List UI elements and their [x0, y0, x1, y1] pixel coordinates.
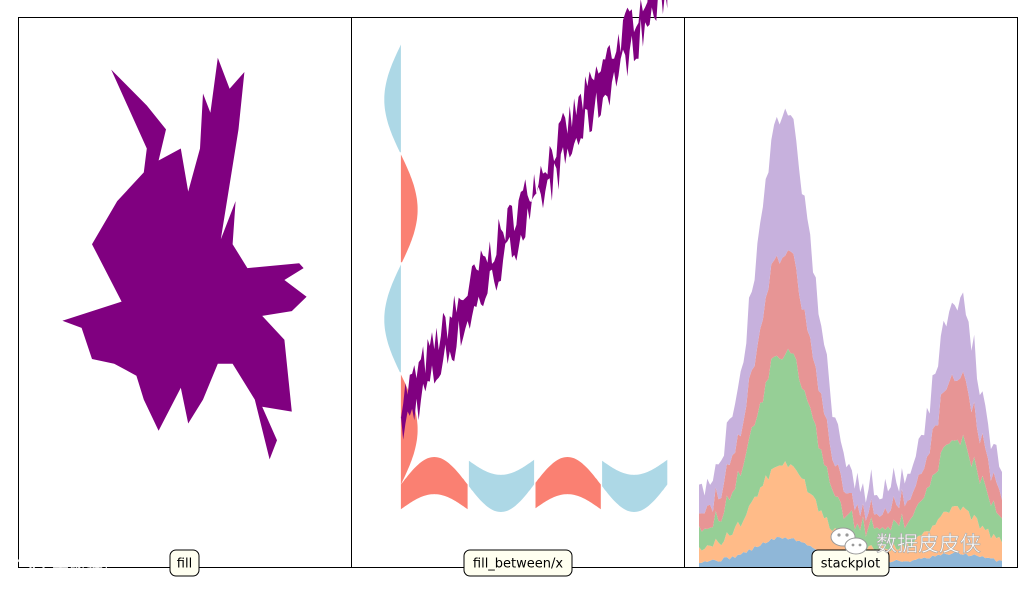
fill-betweenx-lobe: [384, 264, 401, 373]
watermark-left-logo-icon-inner: [29, 557, 45, 573]
fill-plot: [62, 57, 307, 460]
fill-between-plot: [384, 0, 668, 512]
watermark-right-text: 数据皮皮侠: [876, 532, 981, 556]
stack-layer-3: [699, 348, 1002, 552]
wechat-icon: [830, 527, 868, 555]
fill-between-lobe: [468, 459, 535, 512]
label-fill: fill: [169, 549, 200, 577]
stack-layer-5: [699, 108, 1002, 521]
watermark-left-text: 大数跨境: [52, 561, 120, 581]
watermark-left-logo-icon: [13, 558, 35, 580]
stack-layer-1: [699, 537, 1002, 567]
label-fill-between-text: fill_between/x: [473, 557, 564, 572]
fill-polygon: [62, 57, 307, 460]
fill-betweenx-lobe: [384, 44, 401, 153]
stack-layer-2: [699, 461, 1002, 564]
watermark-left: 大数跨境: [13, 557, 120, 581]
diagonal-band: [400, 0, 668, 440]
fill-between-lobe: [535, 457, 601, 510]
stack-layer-4: [699, 250, 1002, 537]
label-fill-text: fill: [177, 557, 192, 572]
label-stackplot-text: stackplot: [821, 557, 880, 572]
fill-betweenx-lobe: [400, 154, 418, 263]
label-fill-between: fill_between/x: [463, 549, 573, 577]
fill-between-lobe: [400, 457, 468, 510]
fill-between-lobe: [602, 459, 668, 512]
stackplot-plot: [699, 108, 1002, 567]
watermark-right: 数据皮皮侠: [830, 527, 981, 556]
